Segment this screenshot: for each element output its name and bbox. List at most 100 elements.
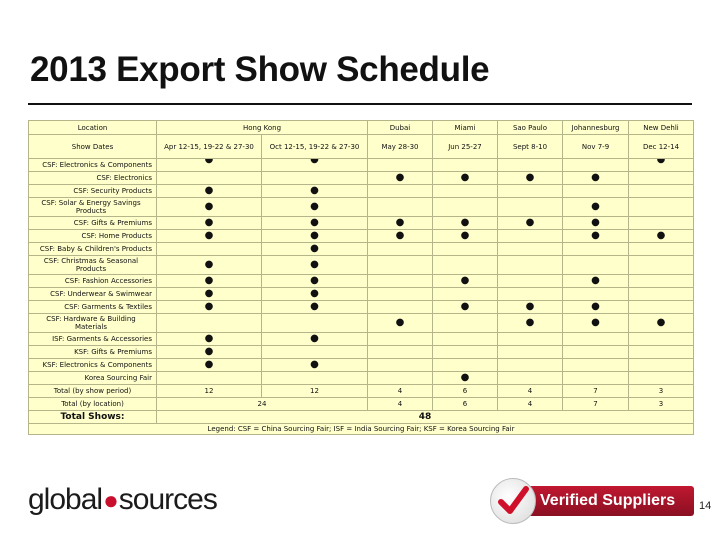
checkmark-icon xyxy=(498,486,529,514)
show-cell: ● xyxy=(432,274,498,288)
participation-dot-icon: ● xyxy=(460,217,470,228)
show-cell xyxy=(497,332,563,346)
show-cell: ● xyxy=(562,229,629,243)
global-sources-logo: global●sources xyxy=(28,483,218,517)
show-cell xyxy=(432,197,498,217)
show-cell xyxy=(156,242,262,256)
show-cell xyxy=(261,313,368,333)
total-location-value: 4 xyxy=(497,397,563,411)
total-period-value: 3 xyxy=(628,384,694,398)
logo-word-global: global xyxy=(28,483,103,516)
row-label: CSF: Fashion Accessories xyxy=(28,274,157,288)
total-shows-value: 48 xyxy=(156,410,694,424)
show-cell xyxy=(497,229,563,243)
total-by-period-row: Total (by show period) 12 12 4 6 4 7 3 xyxy=(28,384,694,398)
participation-dot-icon: ● xyxy=(204,259,214,270)
participation-dot-icon: ● xyxy=(656,317,666,328)
participation-dot-icon: ● xyxy=(591,201,600,212)
show-cell: ● xyxy=(261,184,368,198)
participation-dot-icon: ● xyxy=(204,346,214,357)
show-cell xyxy=(497,184,563,198)
show-cell: ● xyxy=(156,345,262,359)
show-cell xyxy=(628,300,694,314)
show-cell: ● xyxy=(432,229,498,243)
participation-dot-icon: ● xyxy=(591,230,600,241)
show-cell xyxy=(261,371,368,385)
show-cell xyxy=(497,255,563,275)
row-label: CSF: Home Products xyxy=(28,229,157,243)
slide-title: 2013 Export Show Schedule xyxy=(30,50,490,89)
show-cell xyxy=(367,345,433,359)
total-location-value: 6 xyxy=(432,397,498,411)
show-cell xyxy=(156,371,262,385)
row-label: CSF: Security Products xyxy=(28,184,157,198)
participation-dot-icon: ● xyxy=(460,301,470,312)
participation-dot-icon: ● xyxy=(460,275,470,286)
row-label: KSF: Gifts & Premiums xyxy=(28,345,157,359)
participation-dot-icon: ● xyxy=(591,172,600,183)
show-cell: ● xyxy=(261,274,368,288)
location-header-label: Location xyxy=(28,120,157,135)
total-by-location-row: Total (by location) 24 4 6 4 7 3 xyxy=(28,397,694,411)
header-row-locations: Location Hong Kong Dubai Miami Sao Paulo Joha… xyxy=(28,120,694,135)
show-cell: ● xyxy=(156,216,262,230)
table-row: CSF: Security Products ● ● xyxy=(28,184,694,198)
show-cell: ● xyxy=(156,332,262,346)
show-cell: ● xyxy=(261,255,368,275)
participation-dot-icon: ● xyxy=(460,372,470,383)
show-cell xyxy=(628,184,694,198)
total-period-value: 7 xyxy=(562,384,629,398)
show-dates-label: Show Dates xyxy=(28,134,157,159)
show-cell xyxy=(367,371,433,385)
participation-dot-icon: ● xyxy=(204,201,214,212)
title-divider xyxy=(28,103,692,105)
total-period-value: 12 xyxy=(156,384,262,398)
show-cell xyxy=(497,371,563,385)
show-cell xyxy=(562,158,629,172)
show-cell xyxy=(367,158,433,172)
show-cell xyxy=(432,358,498,372)
total-period-value: 4 xyxy=(367,384,433,398)
show-cell xyxy=(367,332,433,346)
show-cell: ● xyxy=(562,274,629,288)
table-row: CSF: Electronics & Components ● ● ● xyxy=(28,158,694,172)
show-cell xyxy=(432,242,498,256)
show-cell: ● xyxy=(367,229,433,243)
row-label: KSF: Electronics & Components xyxy=(28,358,157,372)
table-row: CSF: Fashion Accessories ● ● ● ● xyxy=(28,274,694,288)
badge-bar xyxy=(512,486,694,516)
show-cell: ● xyxy=(367,171,433,185)
table-row: CSF: Underwear & Swimwear ● ● xyxy=(28,287,694,301)
table-row: CSF: Home Products ● ● ● ● ● ● xyxy=(28,229,694,243)
show-cell: ● xyxy=(156,184,262,198)
verified-suppliers-badge: Verified Suppliers xyxy=(490,478,694,524)
show-cell xyxy=(628,197,694,217)
location-4: Johannesburg xyxy=(562,120,629,135)
show-cell: ● xyxy=(156,255,262,275)
show-cell xyxy=(628,345,694,359)
legend-text: Legend: CSF = China Sourcing Fair; ISF =… xyxy=(28,423,694,435)
table-row: ISF: Garments & Accessories ● ● xyxy=(28,332,694,346)
show-cell: ● xyxy=(261,158,368,172)
show-cell xyxy=(497,158,563,172)
show-cell xyxy=(562,242,629,256)
participation-dot-icon: ● xyxy=(310,185,319,196)
row-label: CSF: Solar & Energy Savings Products xyxy=(28,197,157,217)
show-cell xyxy=(156,313,262,333)
row-label: CSF: Garments & Textiles xyxy=(28,300,157,314)
participation-dot-icon: ● xyxy=(310,275,319,286)
show-cell: ● xyxy=(628,229,694,243)
show-date-6: Dec 12-14 xyxy=(628,134,694,159)
participation-dot-icon: ● xyxy=(591,275,600,286)
row-label: CSF: Underwear & Swimwear xyxy=(28,287,157,301)
row-label: CSF: Christmas & Seasonal Products xyxy=(28,255,157,275)
total-period-value: 4 xyxy=(497,384,563,398)
show-cell: ● xyxy=(432,171,498,185)
location-2: Miami xyxy=(432,120,498,135)
participation-dot-icon: ● xyxy=(204,359,214,370)
show-cell xyxy=(156,171,262,185)
show-cell: ● xyxy=(432,216,498,230)
show-cell: ● xyxy=(261,287,368,301)
table-row: CSF: Garments & Textiles ● ● ● ● ● xyxy=(28,300,694,314)
show-cell: ● xyxy=(156,300,262,314)
